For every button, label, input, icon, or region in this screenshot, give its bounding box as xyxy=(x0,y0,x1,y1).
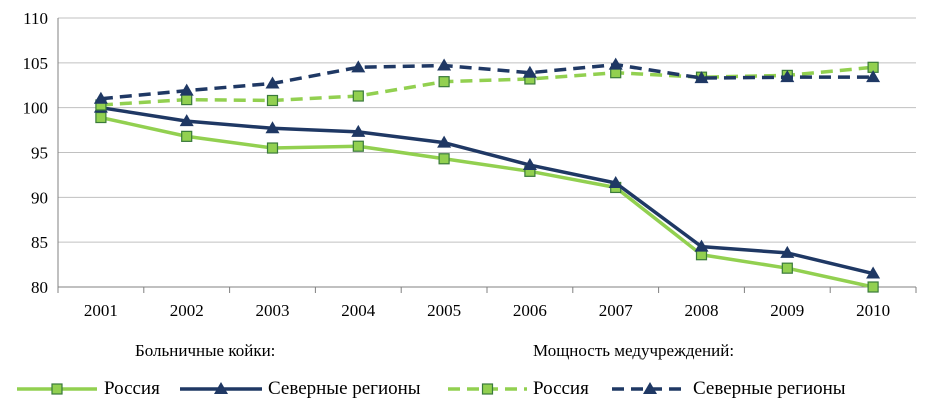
data-point-north-capacity-2004 xyxy=(351,60,366,73)
series-layer xyxy=(93,57,881,293)
data-point-russia-capacity-2002 xyxy=(181,93,193,106)
data-point-north-capacity-2010 xyxy=(866,70,881,83)
data-point-russia-beds-2009 xyxy=(781,262,793,274)
legend-marker-russia-capacity xyxy=(481,383,494,395)
x-tick-label-2006: 2006 xyxy=(513,301,547,320)
y-tick-label-105: 105 xyxy=(23,54,49,73)
x-axis-tick-labels: 2001 2002 2003 2004 2005 2006 2007 2008 2009 2010 xyxy=(84,301,890,320)
x-tick-label-2004: 2004 xyxy=(341,301,376,320)
series-line-north-beds xyxy=(100,105,874,276)
data-point-north-beds-2002 xyxy=(179,114,194,127)
gridlines xyxy=(58,17,916,288)
x-tick-label-2008: 2008 xyxy=(685,301,719,320)
data-point-north-beds-2008 xyxy=(694,239,709,252)
series-russia-beds xyxy=(95,111,879,293)
data-point-russia-capacity-2004 xyxy=(352,90,364,102)
x-tick-label-2001: 2001 xyxy=(84,301,118,320)
x-tick-label-2010: 2010 xyxy=(856,301,890,320)
data-point-north-beds-2005 xyxy=(437,135,452,148)
data-point-north-beds-2009 xyxy=(780,245,795,258)
data-point-north-capacity-2008 xyxy=(694,71,709,84)
axes xyxy=(57,18,917,293)
data-point-russia-beds-2003 xyxy=(266,142,279,154)
data-point-north-beds-2003 xyxy=(265,121,280,134)
data-point-north-capacity-2003 xyxy=(265,76,280,89)
legend-marker-north-beds xyxy=(214,382,228,394)
data-point-russia-beds-2005 xyxy=(438,153,450,165)
series-north-beds xyxy=(93,100,881,279)
legend-marker-russia-beds xyxy=(51,383,63,395)
series-north-capacity xyxy=(93,57,881,104)
y-tick-label-100: 100 xyxy=(23,99,49,118)
legend-marker-north-capacity xyxy=(643,382,657,394)
legend-markers xyxy=(17,382,688,395)
x-tick-label-2007: 2007 xyxy=(599,301,634,320)
data-point-russia-beds-2004 xyxy=(352,140,364,152)
data-point-russia-beds-2002 xyxy=(181,130,193,142)
data-point-north-beds-2006 xyxy=(522,158,537,171)
data-point-north-capacity-2007 xyxy=(608,57,623,70)
data-point-russia-beds-2010 xyxy=(867,281,879,293)
series-line-russia-capacity xyxy=(100,65,874,107)
y-tick-label-90: 90 xyxy=(31,188,48,207)
data-point-russia-capacity-2003 xyxy=(266,94,279,107)
y-tick-label-95: 95 xyxy=(31,144,48,163)
x-tick-label-2009: 2009 xyxy=(770,301,804,320)
x-tick-label-2002: 2002 xyxy=(170,301,204,320)
data-point-north-capacity-2006 xyxy=(522,65,537,78)
y-tick-label-110: 110 xyxy=(23,9,48,28)
data-point-north-capacity-2001 xyxy=(93,91,108,104)
data-point-north-capacity-2002 xyxy=(179,83,194,96)
data-point-north-beds-2004 xyxy=(351,124,366,137)
data-point-north-capacity-2009 xyxy=(780,70,795,83)
x-tick-label-2005: 2005 xyxy=(427,301,461,320)
y-axis-tick-labels: 80 85 90 95 100 105 110 xyxy=(23,9,49,297)
x-tick-label-2003: 2003 xyxy=(256,301,290,320)
data-point-russia-beds-2001 xyxy=(95,111,107,124)
data-point-north-beds-2010 xyxy=(866,266,881,279)
y-tick-label-85: 85 xyxy=(31,233,48,252)
series-line-russia-beds xyxy=(100,115,874,289)
series-line-north-capacity xyxy=(100,62,874,101)
data-point-north-capacity-2005 xyxy=(437,58,452,71)
data-point-russia-capacity-2005 xyxy=(438,76,450,88)
data-point-north-beds-2007 xyxy=(608,175,623,188)
y-tick-label-80: 80 xyxy=(31,278,48,297)
